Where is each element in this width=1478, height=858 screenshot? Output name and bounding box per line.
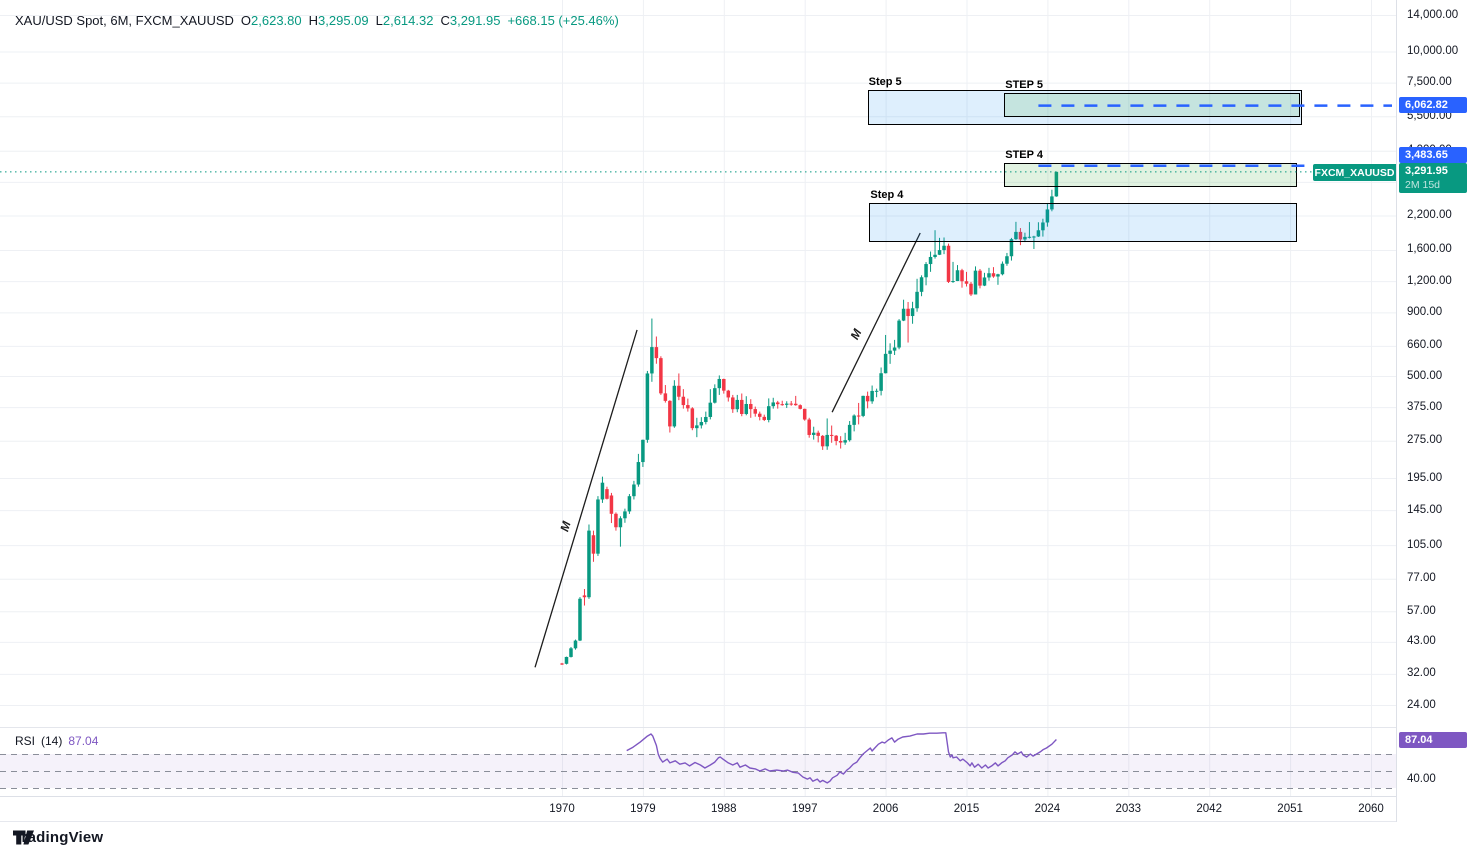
time-tick-label: 1979 [630,803,656,815]
level-price-badge[interactable]: 3,483.65 [1399,147,1467,163]
time-tick-label: 2033 [1115,803,1142,815]
rsi-params: (14) [41,734,63,748]
time-tick-label: 1997 [791,803,818,815]
trendline-label: M [557,519,574,534]
price-tick-label: 43.00 [1407,635,1436,648]
symbol-legend: XAU/USD Spot, 6M, FXCM_XAUUSD O2,623.80 … [15,13,619,28]
time-tick-label: 2060 [1358,803,1384,815]
price-tick-label: 14,000.00 [1407,8,1459,21]
grid-vertical [562,0,1372,796]
symbol-price-tag[interactable]: FXCM_XAUUSD [1313,164,1396,181]
price-tick-label: 57.00 [1407,604,1436,617]
rsi-band-lines [0,754,1396,789]
tradingview-logo-icon [13,830,34,845]
current-price-badge[interactable]: 3,291.95 2M 15d [1399,163,1467,193]
time-tick-label: 2042 [1196,803,1222,815]
step-box-label: STEP 5 [1005,78,1043,91]
symbol-title: XAU/USD Spot, 6M, FXCM_XAUUSD [15,13,234,28]
ohlc-open: O2,623.80 [240,13,302,28]
candlestick-series[interactable] [560,171,1059,666]
price-tick-label: 77.00 [1407,572,1436,585]
rsi-value: 87.04 [68,734,99,748]
grid-horizontal [0,15,1396,706]
step-box-step-4[interactable] [869,202,1298,242]
time-tick-label: 2024 [1034,803,1061,815]
price-tick-label: 275.00 [1407,434,1443,447]
pane-separator[interactable] [0,727,1478,728]
time-tick-label: 1988 [711,803,737,815]
trendline-label: M [847,326,864,342]
price-tick-label: 32.00 [1407,667,1436,680]
trendline-1[interactable] [534,329,638,668]
price-axis[interactable]: 14,000.0010,000.007,500.005,500.004,000.… [1396,0,1478,822]
step-box-label: STEP 4 [1005,148,1043,161]
price-tick-label: 40.00 [1407,773,1436,785]
price-tick-label: 375.00 [1407,400,1443,413]
ohlc-high: H3,295.09 [308,13,369,28]
price-tick-label: 1,200.00 [1407,274,1452,287]
rsi-legend: RSI (14) 87.04 [15,734,98,748]
step-box-label: Step 4 [870,188,904,201]
price-tick-label: 24.00 [1407,698,1436,711]
rsi-value-badge[interactable]: 87.04 [1399,732,1467,748]
change-value: +668.15 (+25.46%) [507,13,619,28]
time-axis[interactable]: 1970 1979 1988 1997 2006 2015 2024 2033 2042 2051… [0,796,1478,822]
bar-countdown: 2M 15d [1405,179,1441,191]
time-tick-label: 2051 [1277,803,1303,815]
trendlines[interactable]: MM [534,232,921,668]
price-tick-label: 195.00 [1407,471,1443,484]
price-tick-label: 500.00 [1407,369,1443,382]
step-box-label: Step 5 [868,75,902,88]
time-tick-label: 2015 [953,803,980,815]
step-box-step-5[interactable] [1004,92,1300,117]
price-tick-label: 7,500.00 [1407,76,1452,89]
step-box-step-4[interactable] [1004,162,1298,188]
footer-brand[interactable]: TradingView [13,829,103,846]
time-tick-label: 1970 [549,803,575,815]
price-tick-label: 1,600.00 [1407,243,1452,256]
trendline-2[interactable] [831,232,921,413]
ohlc-low: L2,614.32 [375,13,434,28]
ohlc-close: C3,291.95 [440,13,501,28]
rsi-title: RSI [15,734,36,748]
time-tick-label: 2006 [872,803,899,815]
price-tick-label: 2,200.00 [1407,208,1452,221]
price-tick-label: 10,000.00 [1407,44,1459,57]
rsi-line[interactable] [626,732,1057,784]
step-box-step-5[interactable] [867,89,1302,125]
price-tick-label: 660.00 [1407,339,1443,352]
price-tick-label: 900.00 [1407,305,1443,318]
price-tick-label: 145.00 [1407,503,1443,516]
current-price-text: 3,291.95 [1405,165,1448,177]
level-price-badge[interactable]: 6,062.82 [1399,97,1467,113]
tradingview-brand-text: TradingView [13,829,104,846]
price-tick-label: 105.00 [1407,538,1443,551]
